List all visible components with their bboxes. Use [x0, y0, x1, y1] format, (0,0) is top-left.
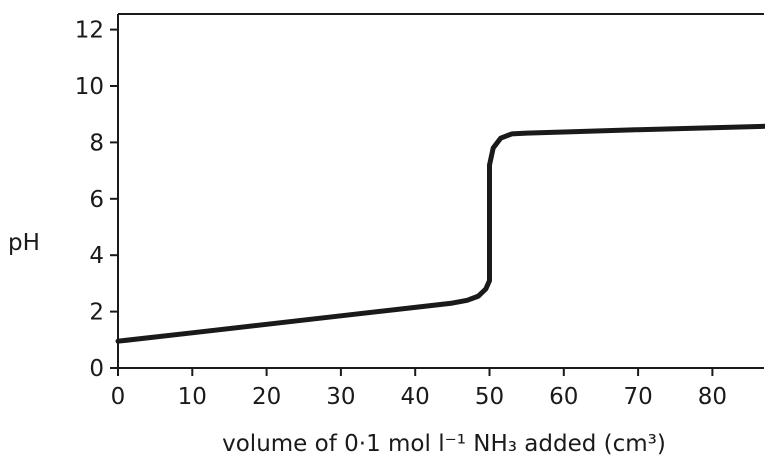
y-tick-label: 8 — [89, 130, 104, 156]
x-axis-label: volume of 0·1 mol l⁻¹ NH₃ added (cm³) — [222, 431, 666, 457]
y-tick-label: 4 — [89, 243, 104, 269]
y-tick-label: 2 — [89, 300, 104, 326]
x-tick-label: 30 — [326, 384, 355, 410]
x-tick-label: 20 — [252, 384, 281, 410]
y-axis-label: pH — [8, 230, 40, 256]
y-tick-label: 6 — [89, 187, 104, 213]
plot-frame — [117, 13, 764, 369]
x-tick-label: 10 — [178, 384, 207, 410]
y-tick-label: 0 — [89, 356, 104, 382]
y-axis-ticks: 0 2 4 6 8 10 12 — [75, 18, 118, 382]
series-layer — [115, 123, 765, 344]
y-tick-label: 10 — [75, 74, 104, 100]
titration-curve-line — [115, 123, 765, 344]
y-tick-label: 12 — [75, 18, 104, 44]
x-tick-label: 0 — [111, 384, 126, 410]
x-tick-label: 50 — [475, 384, 504, 410]
x-tick-label: 60 — [549, 384, 578, 410]
x-tick-label: 70 — [623, 384, 652, 410]
x-tick-label: 40 — [401, 384, 430, 410]
x-axis-ticks: 0 10 20 30 40 50 60 70 80 — [111, 368, 727, 410]
x-tick-label: 80 — [698, 384, 727, 410]
